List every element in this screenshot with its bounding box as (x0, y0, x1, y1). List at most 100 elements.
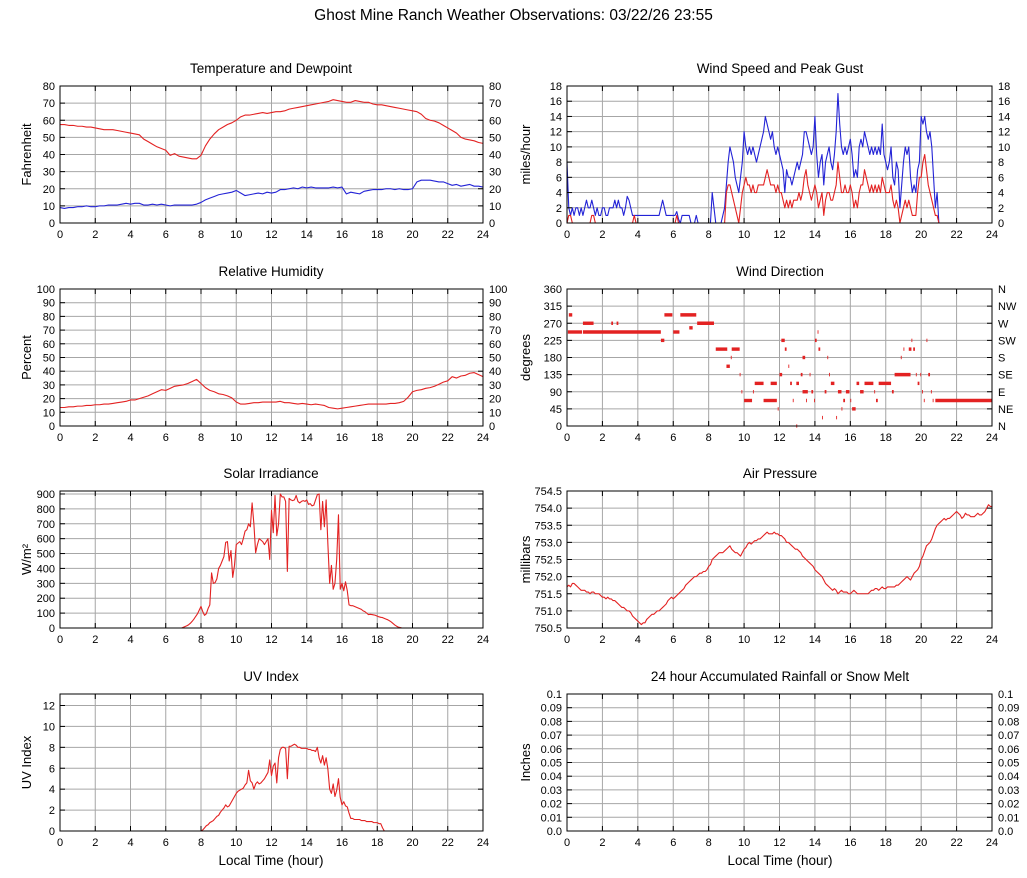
svg-text:22: 22 (950, 432, 962, 444)
svg-text:6: 6 (670, 432, 676, 444)
x-axis-label: Local Time (hour) (727, 853, 833, 868)
svg-text:4: 4 (635, 432, 641, 444)
svg-text:900: 900 (37, 489, 55, 501)
svg-text:315: 315 (544, 301, 562, 313)
svg-text:12: 12 (998, 127, 1010, 139)
svg-text:40: 40 (489, 150, 501, 162)
svg-text:18: 18 (550, 81, 562, 93)
uv-series (60, 743, 473, 832)
svg-text:0: 0 (57, 837, 63, 849)
svg-text:22: 22 (950, 837, 962, 849)
svg-text:0.05: 0.05 (998, 758, 1019, 770)
svg-text:40: 40 (43, 366, 55, 378)
svg-text:12: 12 (773, 432, 785, 444)
svg-text:30: 30 (43, 380, 55, 392)
chart-title: Air Pressure (742, 466, 818, 481)
svg-text:14: 14 (550, 111, 562, 123)
svg-text:2: 2 (92, 432, 98, 444)
svg-text:16: 16 (844, 837, 856, 849)
svg-text:700: 700 (37, 519, 55, 531)
y-axis-label: UV Index (19, 735, 34, 789)
svg-text:752.5: 752.5 (534, 555, 562, 567)
pressure-series (566, 504, 992, 626)
axis-frame (59, 693, 484, 832)
svg-text:0.09: 0.09 (998, 703, 1019, 715)
svg-text:751.5: 751.5 (534, 589, 562, 601)
svg-text:4: 4 (998, 188, 1004, 200)
svg-text:16: 16 (550, 96, 562, 108)
chart-rainfall: 24 hour Accumulated Rainfall or Snow Mel… (520, 663, 1027, 878)
svg-text:14: 14 (809, 229, 821, 241)
svg-text:0.09: 0.09 (541, 703, 562, 715)
y-axis-label: Percent (19, 335, 34, 380)
svg-text:60: 60 (43, 115, 55, 127)
chart-title: Solar Irradiance (223, 466, 319, 481)
svg-text:0.04: 0.04 (541, 771, 562, 783)
svg-text:6: 6 (670, 837, 676, 849)
svg-text:800: 800 (37, 504, 55, 516)
y-axis-label: degrees (520, 334, 533, 381)
svg-text:4: 4 (127, 432, 133, 444)
svg-text:14: 14 (809, 634, 821, 646)
svg-text:12: 12 (550, 127, 562, 139)
svg-text:70: 70 (43, 325, 55, 337)
svg-text:4: 4 (556, 188, 562, 200)
svg-text:10: 10 (550, 142, 562, 154)
svg-text:0.06: 0.06 (541, 744, 562, 756)
air-pressure-canvas: 0 2 4 6 8 10 12 14 16 18 20 22 24750.5751.0751.5752.… (520, 486, 998, 646)
svg-text:6: 6 (163, 837, 169, 849)
svg-text:225: 225 (544, 335, 562, 347)
svg-text:90: 90 (489, 298, 501, 310)
svg-text:18: 18 (371, 837, 383, 849)
svg-text:20: 20 (406, 432, 418, 444)
svg-text:16: 16 (998, 96, 1010, 108)
svg-text:22: 22 (442, 432, 454, 444)
svg-text:50: 50 (489, 353, 501, 365)
solar-irradiance-canvas: 0 2 4 6 8 10 12 14 16 18 20 22 240100200300400500600… (19, 489, 489, 646)
svg-text:18: 18 (880, 432, 892, 444)
svg-text:8: 8 (198, 837, 204, 849)
page-title: Ghost Mine Ranch Weather Observations: 0… (314, 7, 713, 24)
svg-text:0.07: 0.07 (541, 730, 562, 742)
svg-text:20: 20 (915, 229, 927, 241)
svg-text:500: 500 (37, 549, 55, 561)
chart-uv-index: UV Index Local Time (hour) 0 2 4 6 8 10 12 14 16… (18, 663, 520, 878)
svg-text:8: 8 (198, 229, 204, 241)
svg-text:24: 24 (477, 837, 489, 849)
gridlines (60, 694, 483, 831)
svg-text:60: 60 (43, 339, 55, 351)
svg-text:200: 200 (37, 593, 55, 605)
peak-gust-series (566, 93, 992, 224)
direction-series (567, 313, 992, 428)
svg-text:N: N (998, 421, 1006, 433)
svg-text:0: 0 (564, 837, 570, 849)
svg-text:14: 14 (809, 432, 821, 444)
svg-text:4: 4 (635, 229, 641, 241)
svg-text:20: 20 (406, 634, 418, 646)
svg-text:0: 0 (57, 634, 63, 646)
svg-text:12: 12 (773, 837, 785, 849)
svg-text:0.01: 0.01 (998, 812, 1019, 824)
svg-text:6: 6 (670, 634, 676, 646)
svg-text:14: 14 (301, 837, 313, 849)
svg-text:18: 18 (371, 634, 383, 646)
svg-text:0: 0 (57, 229, 63, 241)
gridlines (567, 491, 992, 628)
y-axis-label: W/m² (19, 543, 34, 575)
svg-text:24: 24 (477, 229, 489, 241)
svg-text:24: 24 (986, 634, 998, 646)
svg-text:20: 20 (43, 394, 55, 406)
svg-text:4: 4 (635, 634, 641, 646)
svg-text:0: 0 (49, 623, 55, 635)
svg-text:750.5: 750.5 (534, 623, 562, 635)
svg-text:0.02: 0.02 (541, 799, 562, 811)
svg-text:18: 18 (371, 229, 383, 241)
y-axis-label: millibars (520, 535, 533, 583)
svg-text:0: 0 (564, 229, 570, 241)
svg-text:753.5: 753.5 (534, 520, 562, 532)
svg-text:100: 100 (37, 284, 55, 296)
chart-air-pressure: Air Pressure 0 2 4 6 8 10 12 14 16 18 20 22 24 750.5 7… (520, 460, 1027, 658)
svg-text:0.06: 0.06 (998, 744, 1019, 756)
svg-text:2: 2 (599, 229, 605, 241)
